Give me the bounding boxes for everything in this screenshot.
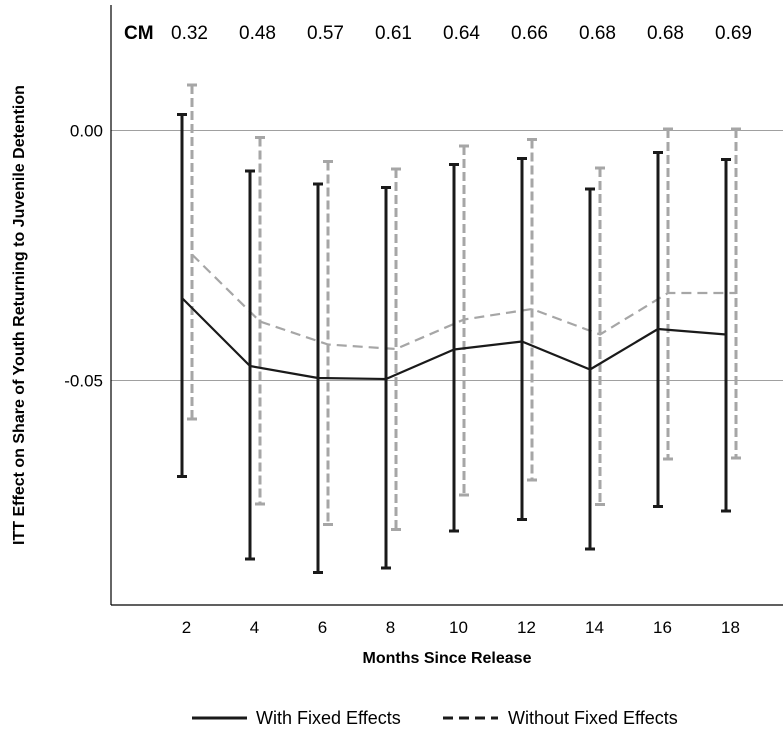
cm-value: 0.32 <box>171 23 208 44</box>
x-tick-label: 12 <box>517 618 536 637</box>
x-tick-label: 18 <box>721 618 740 637</box>
legend-label-with-fixed-effects: With Fixed Effects <box>256 708 401 728</box>
cm-value: 0.48 <box>239 23 276 44</box>
x-tick-label: 10 <box>449 618 468 637</box>
y-ticks: 0.00 -0.05 <box>64 122 103 391</box>
y-axis-title: ITT Effect on Share of Youth Returning t… <box>11 85 28 545</box>
cm-label: CM <box>124 23 154 44</box>
cm-value: 0.68 <box>647 23 684 44</box>
legend-label-without-fixed-effects: Without Fixed Effects <box>508 708 678 728</box>
series <box>177 83 741 574</box>
x-ticks: 2 4 6 8 10 12 14 16 18 <box>182 618 740 637</box>
series-without-fixed-effects <box>187 83 741 531</box>
x-axis-title: Months Since Release <box>363 650 532 667</box>
series-with-fixed-effects <box>177 113 731 574</box>
cm-value: 0.66 <box>511 23 548 44</box>
cm-value: 0.69 <box>715 23 752 44</box>
y-tick-label: -0.05 <box>64 372 103 391</box>
x-tick-label: 2 <box>182 618 191 637</box>
cm-value: 0.68 <box>579 23 616 44</box>
x-tick-label: 16 <box>653 618 672 637</box>
cm-annotation: CM 0.32 0.48 0.57 0.61 0.64 0.66 0.68 0.68 0.69 <box>124 23 752 44</box>
cm-value: 0.57 <box>307 23 344 44</box>
legend: With Fixed Effects Without Fixed Effects <box>192 708 678 728</box>
gridlines <box>111 129 783 382</box>
x-tick-label: 14 <box>585 618 604 637</box>
cm-value: 0.64 <box>443 23 480 44</box>
axes <box>110 5 783 606</box>
x-tick-label: 8 <box>386 618 395 637</box>
x-tick-label: 4 <box>250 618 259 637</box>
y-tick-label: 0.00 <box>70 122 103 141</box>
x-tick-label: 6 <box>318 618 327 637</box>
cm-value: 0.61 <box>375 23 412 44</box>
